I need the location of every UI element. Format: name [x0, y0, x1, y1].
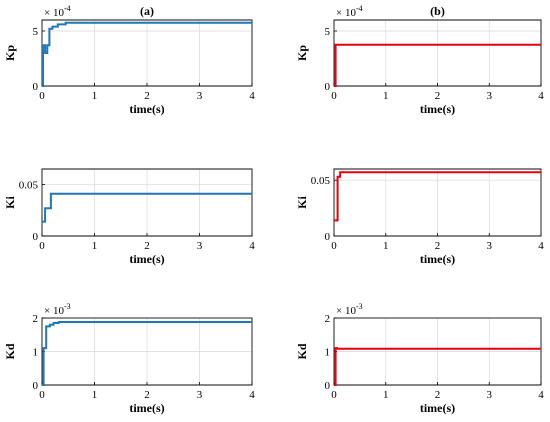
axis-exponent: × 10-4	[336, 4, 363, 19]
x-tick-label: 2	[435, 389, 441, 401]
x-tick-label: 1	[383, 389, 389, 401]
chart-panel-1: 0 1 2 3 4 0 5 time(s) Kp × 10-4 (a)	[3, 4, 255, 116]
y-tick-label: 5	[33, 26, 39, 38]
x-axis-label: time(s)	[420, 252, 455, 266]
y-tick-label: 2	[33, 313, 39, 325]
x-tick-label: 4	[538, 240, 544, 252]
y-tick-label: 0	[325, 380, 331, 392]
chart-panel-4: 0 1 2 3 4 0 0.05 time(s) Ki	[295, 168, 544, 266]
y-axis-label: Kd	[295, 343, 309, 359]
x-tick-label: 1	[92, 240, 98, 252]
x-tick-label: 2	[144, 389, 150, 401]
y-axis-label: Kp	[3, 45, 17, 61]
x-tick-label: 4	[249, 240, 255, 252]
x-tick-label: 0	[39, 240, 45, 252]
series-line	[334, 43, 541, 87]
y-axis-label: Ki	[3, 196, 17, 209]
y-tick-label: 2	[325, 313, 331, 325]
y-axis-label: Ki	[295, 196, 309, 209]
x-tick-label: 1	[383, 90, 389, 102]
y-tick-label: 0.05	[19, 179, 39, 191]
y-tick-label: 0	[325, 231, 331, 243]
chart-panel-2: 0 1 2 3 4 0 5 time(s) Kp × 10-4 (b)	[295, 4, 544, 116]
axis-exponent: × 10-4	[44, 4, 71, 19]
y-tick-label: 0	[325, 81, 331, 93]
y-tick-label: 1	[33, 347, 39, 359]
series-line	[42, 192, 252, 223]
x-tick-label: 2	[435, 240, 441, 252]
x-tick-label: 0	[331, 90, 337, 102]
x-tick-label: 0	[331, 389, 337, 401]
x-axis-label: time(s)	[129, 102, 164, 116]
x-tick-label: 1	[383, 240, 389, 252]
x-tick-label: 4	[249, 389, 255, 401]
y-axis-label: Kp	[295, 45, 309, 61]
plot-frame	[333, 19, 542, 87]
x-tick-label: 1	[92, 90, 98, 102]
y-tick-label: 0	[33, 380, 39, 392]
y-axis-label: Kd	[3, 343, 17, 359]
x-tick-label: 3	[197, 389, 203, 401]
x-axis-label: time(s)	[129, 252, 164, 266]
x-axis-label: time(s)	[420, 102, 455, 116]
y-tick-label: 0	[33, 81, 39, 93]
plot-frame	[41, 168, 253, 237]
y-tick-label: 1	[325, 347, 331, 359]
series-line	[334, 347, 541, 386]
x-tick-label: 4	[249, 90, 255, 102]
axis-exponent: × 10-3	[336, 302, 363, 317]
panel-title: (a)	[140, 4, 154, 18]
x-tick-label: 4	[538, 389, 544, 401]
series-line	[42, 21, 252, 87]
x-tick-label: 0	[331, 240, 337, 252]
x-tick-label: 4	[538, 90, 544, 102]
axis-exponent: × 10-3	[44, 302, 71, 317]
x-tick-label: 2	[144, 240, 150, 252]
x-tick-label: 3	[487, 240, 493, 252]
chart-panel-3: 0 1 2 3 4 0 0.05 time(s) Ki	[3, 168, 255, 266]
x-tick-label: 1	[92, 389, 98, 401]
plot-frame	[333, 317, 542, 386]
series-line	[334, 171, 541, 222]
y-tick-label: 0.05	[311, 175, 331, 187]
x-tick-label: 2	[144, 90, 150, 102]
x-tick-label: 2	[435, 90, 441, 102]
y-tick-label: 5	[325, 26, 331, 38]
x-tick-label: 0	[39, 389, 45, 401]
panel-title: (b)	[430, 4, 445, 18]
x-tick-label: 3	[197, 240, 203, 252]
plot-frame	[333, 168, 542, 237]
x-axis-label: time(s)	[420, 401, 455, 415]
y-tick-label: 0	[33, 231, 39, 243]
x-tick-label: 3	[487, 389, 493, 401]
plot-frame	[41, 317, 253, 386]
series-line	[42, 321, 252, 386]
x-tick-label: 3	[197, 90, 203, 102]
x-tick-label: 3	[487, 90, 493, 102]
x-axis-label: time(s)	[129, 401, 164, 415]
x-tick-label: 0	[39, 90, 45, 102]
